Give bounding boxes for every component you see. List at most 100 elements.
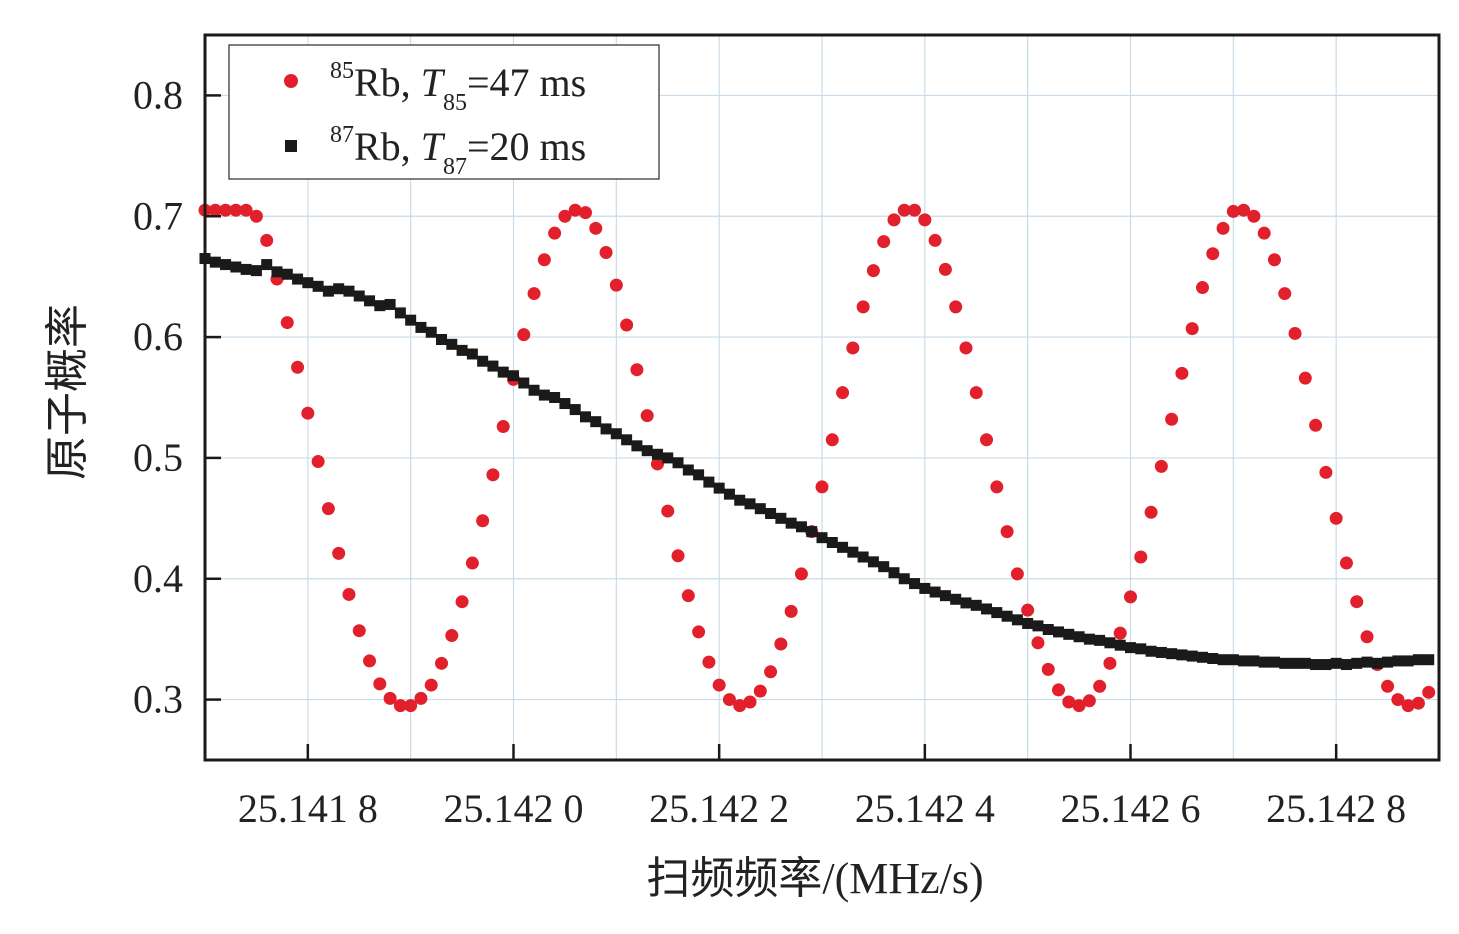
point-87rb [939,590,951,602]
point-85rb [980,433,994,447]
x-tick-label: 25.142 6 [1061,786,1201,831]
point-85rb [1401,699,1415,713]
point-85rb [578,206,592,220]
series-87rb [199,253,1435,671]
legend-87rb-isotope: 87 [330,122,354,148]
point-85rb [1298,371,1312,385]
point-85rb [908,203,922,217]
point-87rb [826,537,838,548]
y-tick-label: 0.5 [133,435,183,480]
point-87rb [220,259,232,271]
point-85rb [352,624,366,638]
point-85rb [414,691,428,705]
point-87rb [621,434,633,446]
point-85rb [722,693,736,707]
point-87rb [1330,657,1342,669]
point-85rb [1309,418,1323,432]
point-85rb [373,677,387,691]
legend-marker-85rb [284,74,298,88]
legend-label-87rb: 87Rb, T87=20 ms [330,122,586,180]
point-85rb [887,213,901,227]
point-87rb [1104,637,1116,649]
legend-85rb-isotope: 85 [330,58,354,84]
point-85rb [753,684,767,698]
point-85rb [928,233,942,247]
point-87rb [713,482,725,494]
legend: 85Rb, T85=47 ms 87Rb, T87=20 ms [228,44,660,180]
point-87rb [590,416,602,428]
point-87rb [1196,651,1208,663]
point-87rb [415,321,427,333]
point-87rb [1166,648,1178,660]
point-87rb [1022,617,1034,629]
point-87rb [261,259,273,271]
legend-85rb-rest: =47 ms [467,60,586,105]
point-87rb [230,261,242,273]
point-85rb [1411,696,1425,710]
point-87rb [1392,655,1404,667]
point-85rb [280,316,294,330]
point-87rb [1412,654,1424,666]
point-85rb [260,233,274,247]
point-85rb [1288,326,1302,340]
point-87rb [1145,645,1157,657]
point-85rb [774,637,788,651]
point-87rb [1423,654,1435,666]
point-87rb [816,532,828,544]
point-85rb [455,595,469,609]
point-85rb [239,203,253,217]
point-87rb [322,285,334,297]
point-85rb [1175,366,1189,380]
x-axis-label: 扫频频率/(MHz/s) [646,854,983,903]
point-85rb [794,567,808,581]
point-87rb [1310,659,1322,671]
point-87rb [1125,642,1136,654]
point-87rb [425,326,437,338]
point-87rb [1361,656,1373,668]
point-85rb [1381,679,1395,693]
y-tick-label: 0.4 [133,556,183,601]
point-85rb [1206,247,1220,261]
point-85rb [599,246,613,259]
point-87rb [1053,626,1065,638]
point-87rb [1114,639,1126,651]
point-87rb [1258,656,1270,668]
point-87rb [209,256,221,268]
point-85rb [764,665,778,679]
point-87rb [281,268,293,280]
x-tick-label: 25.142 2 [649,786,789,831]
point-87rb [631,440,643,452]
point-87rb [847,546,859,558]
point-85rb [743,695,757,709]
point-85rb [949,300,963,314]
y-tick-label: 0.3 [133,677,183,722]
point-87rb [549,392,561,403]
point-87rb [394,307,406,319]
point-85rb [445,629,459,643]
point-85rb [208,203,222,217]
point-87rb [744,498,756,510]
point-85rb [1010,567,1024,581]
point-87rb [682,464,694,476]
point-85rb [1052,683,1066,697]
point-85rb [1062,695,1076,709]
point-85rb [568,203,582,217]
point-85rb [249,209,263,223]
point-87rb [343,285,355,297]
point-87rb [292,273,304,285]
point-87rb [302,277,314,289]
point-85rb [969,386,983,400]
point-87rb [970,599,982,611]
point-87rb [960,597,972,609]
point-87rb [487,360,499,372]
point-87rb [1248,655,1260,667]
point-87rb [477,355,489,367]
point-87rb [456,344,468,356]
legend-85rb-element: Rb, [354,60,421,105]
point-85rb [1257,226,1271,240]
point-87rb [929,586,941,598]
point-87rb [723,488,735,500]
point-85rb [1000,525,1014,539]
point-85rb [1041,662,1055,676]
point-85rb [856,300,870,314]
